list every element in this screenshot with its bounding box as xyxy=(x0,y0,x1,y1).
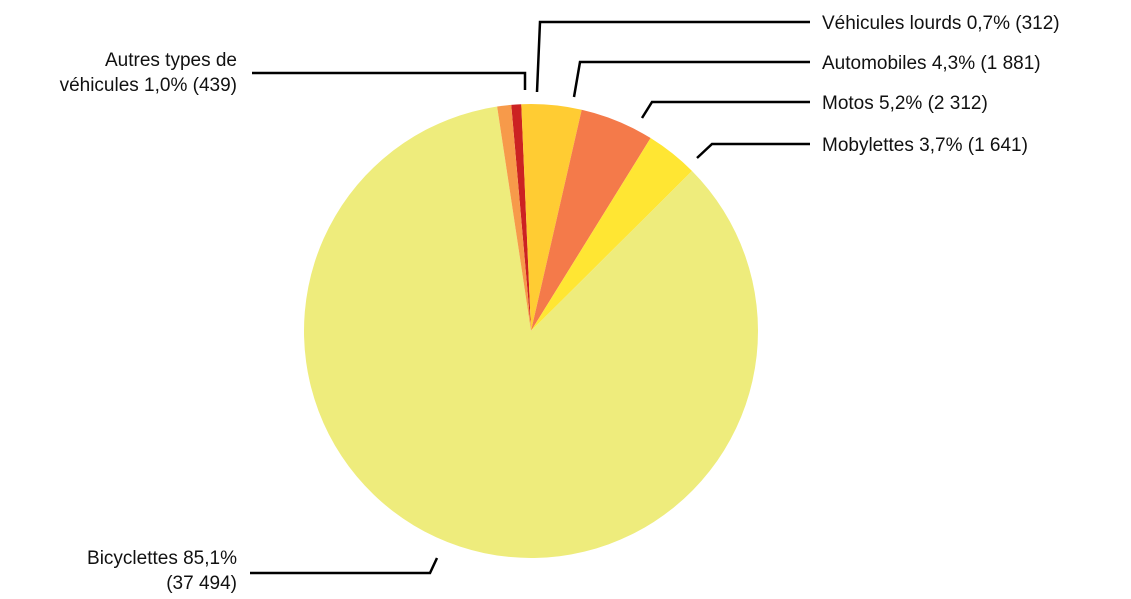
pie-slice-other xyxy=(497,104,531,331)
pie-slice-mopeds xyxy=(531,138,693,331)
slice-label-line: Véhicules lourds 0,7% (312) xyxy=(822,13,1060,34)
slice-label-bicycles: Bicyclettes 85,1% (37 494) xyxy=(87,548,237,594)
slice-label-mopeds: Mobylettes 3,7% (1 641) xyxy=(822,135,1028,156)
slice-labels: Véhicules lourds 0,7% (312) Automobiles 4… xyxy=(60,13,1060,594)
pie-slice-motos xyxy=(531,109,651,332)
leader-line-other xyxy=(252,71,527,90)
slice-label-motos: Motos 5,2% (2 312) xyxy=(822,93,988,114)
leader-line-bicycles xyxy=(250,557,439,575)
slice-label-line: Automobiles 4,3% (1 881) xyxy=(822,53,1041,74)
leader-lines xyxy=(250,20,810,575)
pie-slice-bicycles xyxy=(304,106,759,558)
slice-label-heavy: Véhicules lourds 0,7% (312) xyxy=(822,13,1060,34)
leader-line-cars xyxy=(572,60,810,98)
pie-slices xyxy=(304,104,759,558)
pie-slice-heavy xyxy=(511,104,531,332)
slice-label-line: Bicyclettes 85,1% xyxy=(87,548,237,569)
leader-line-motos xyxy=(640,100,810,119)
slice-label-other: Autres types de véhicules 1,0% (439) xyxy=(60,50,237,96)
slice-label-line: Autres types de xyxy=(105,50,237,71)
slice-label-line: véhicules 1,0% (439) xyxy=(60,75,237,96)
leader-line-mopeds xyxy=(696,142,810,159)
slice-label-cars: Automobiles 4,3% (1 881) xyxy=(822,53,1041,74)
pie-slice-cars xyxy=(521,104,582,332)
slice-label-line: Motos 5,2% (2 312) xyxy=(822,93,988,114)
slice-label-line: Mobylettes 3,7% (1 641) xyxy=(822,135,1028,156)
slice-label-line: (37 494) xyxy=(166,573,237,594)
leader-line-heavy xyxy=(535,20,810,93)
